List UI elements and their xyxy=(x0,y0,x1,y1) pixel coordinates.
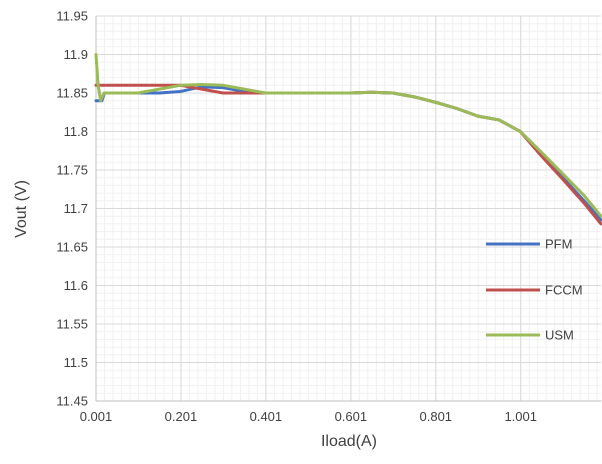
x-tick-label: 1.001 xyxy=(504,409,537,424)
x-tick-label: 0.001 xyxy=(80,409,113,424)
legend-label-fccm: FCCM xyxy=(545,283,583,298)
series-line-pfm xyxy=(94,85,602,222)
legend-label-usm: USM xyxy=(545,328,574,343)
grid xyxy=(95,15,601,402)
x-axis-title: Iload(A) xyxy=(321,433,377,450)
axes xyxy=(95,16,601,402)
y-tick-label: 11.55 xyxy=(56,317,88,332)
y-tick-label: 11.75 xyxy=(56,163,88,178)
series-line-usm xyxy=(94,53,602,218)
series-group xyxy=(94,53,602,226)
y-tick-label: 11.95 xyxy=(56,9,88,24)
y-axis-title: Vout (V) xyxy=(13,180,30,238)
x-tick-label: 0.801 xyxy=(420,409,453,424)
y-tick-label: 11.7 xyxy=(64,201,88,216)
legend: PFM FCCM USM xyxy=(486,237,583,343)
y-tick-label: 11.45 xyxy=(56,394,88,409)
x-tick-label: 0.601 xyxy=(335,409,368,424)
y-tick-label: 11.65 xyxy=(56,240,88,255)
y-tick-label: 11.5 xyxy=(64,355,88,370)
x-tick-label: 0.401 xyxy=(250,409,283,424)
y-tick-label: 11.6 xyxy=(64,278,88,293)
legend-label-pfm: PFM xyxy=(545,237,572,252)
y-tick-label: 11.85 xyxy=(56,86,88,101)
y-tick-label: 11.8 xyxy=(64,124,88,139)
x-tick-label: 0.201 xyxy=(165,409,198,424)
tick-labels: 11.45 11.5 11.55 11.6 11.65 11.7 11.75 11.8 11.8… xyxy=(56,9,537,425)
y-tick-label: 11.9 xyxy=(64,47,88,62)
